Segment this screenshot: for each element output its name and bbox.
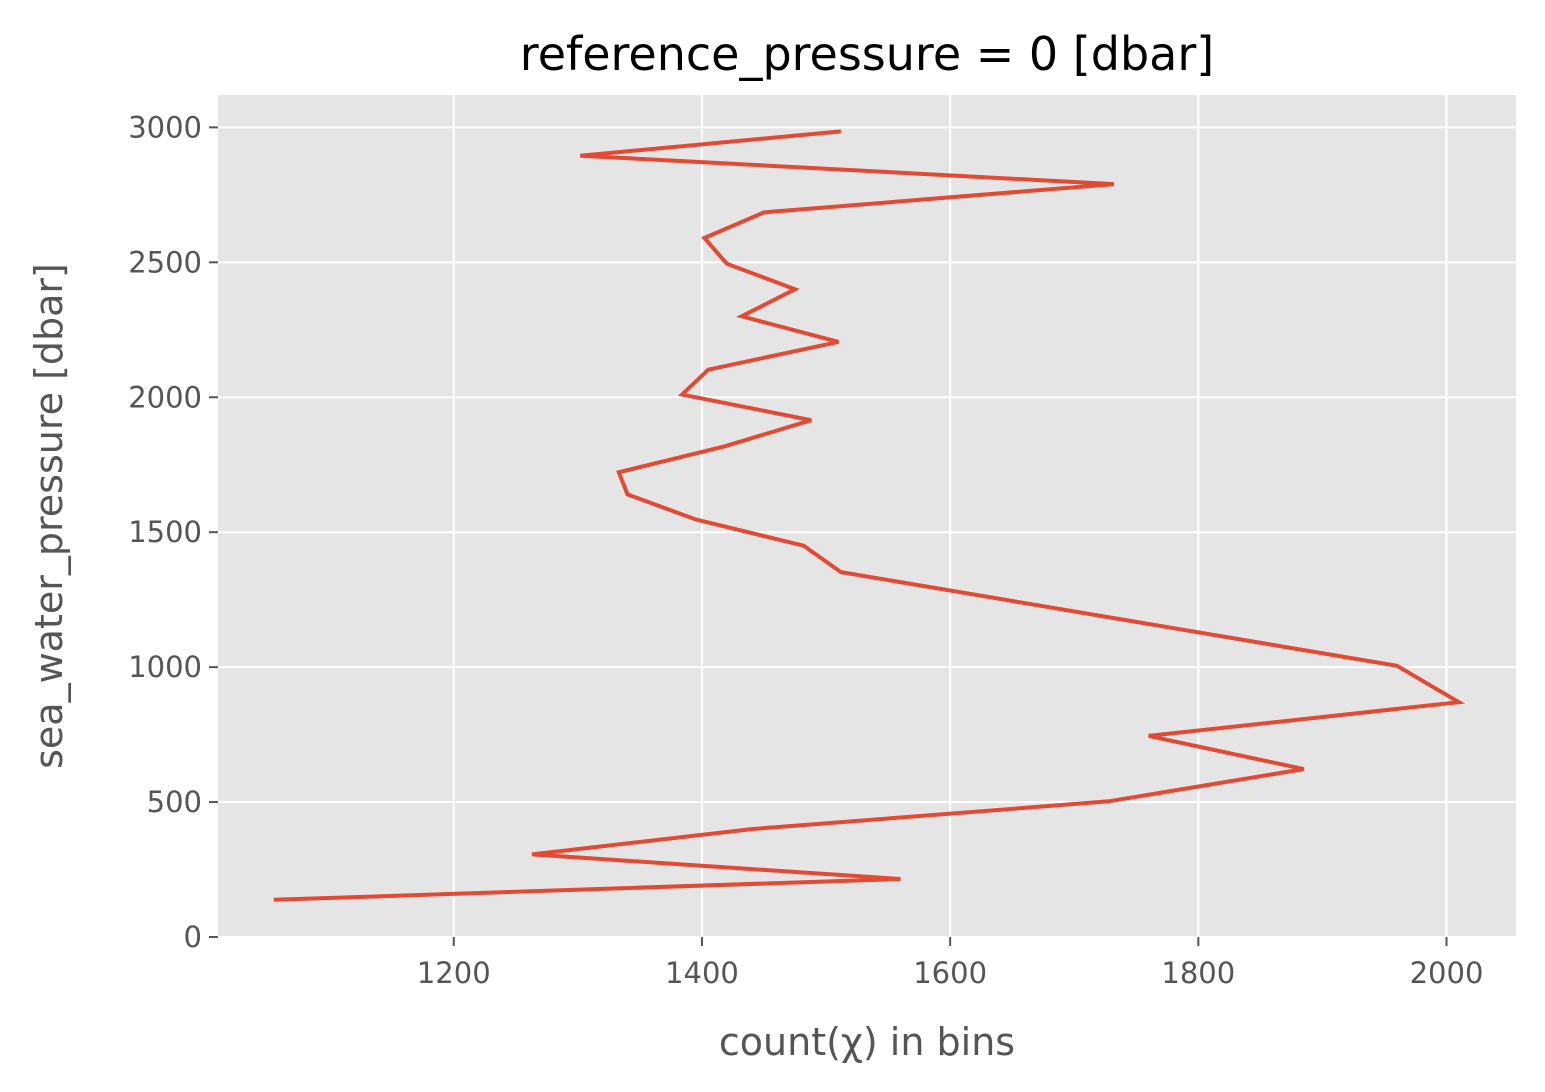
x-tick-label: 1400 — [665, 956, 739, 990]
y-tick-label: 0 — [184, 920, 202, 954]
x-tick-label: 2000 — [1410, 956, 1484, 990]
chart-title: reference_pressure = 0 [dbar] — [520, 27, 1214, 81]
y-tick-label: 3000 — [128, 110, 202, 144]
axis-ticks: 1200 1400 1600 1800 2000 0 500 1000 1500 2000 2500… — [128, 110, 1483, 990]
x-tick-label: 1200 — [417, 956, 491, 990]
y-tick-label: 500 — [147, 785, 202, 819]
y-tick-label: 2500 — [128, 245, 202, 279]
series-group — [273, 129, 1466, 902]
y-axis-label: sea_water_pressure [dbar] — [27, 263, 71, 769]
x-axis-label: count(χ) in bins — [719, 1020, 1015, 1064]
series-line-0 — [273, 129, 1466, 902]
x-tick-label: 1600 — [913, 956, 987, 990]
plot-background — [218, 95, 1516, 937]
grid — [218, 95, 1516, 938]
y-tick-label: 2000 — [128, 380, 202, 414]
y-tick-label: 1000 — [128, 650, 202, 684]
y-tick-label: 1500 — [128, 515, 202, 549]
x-tick-label: 1800 — [1161, 956, 1235, 990]
